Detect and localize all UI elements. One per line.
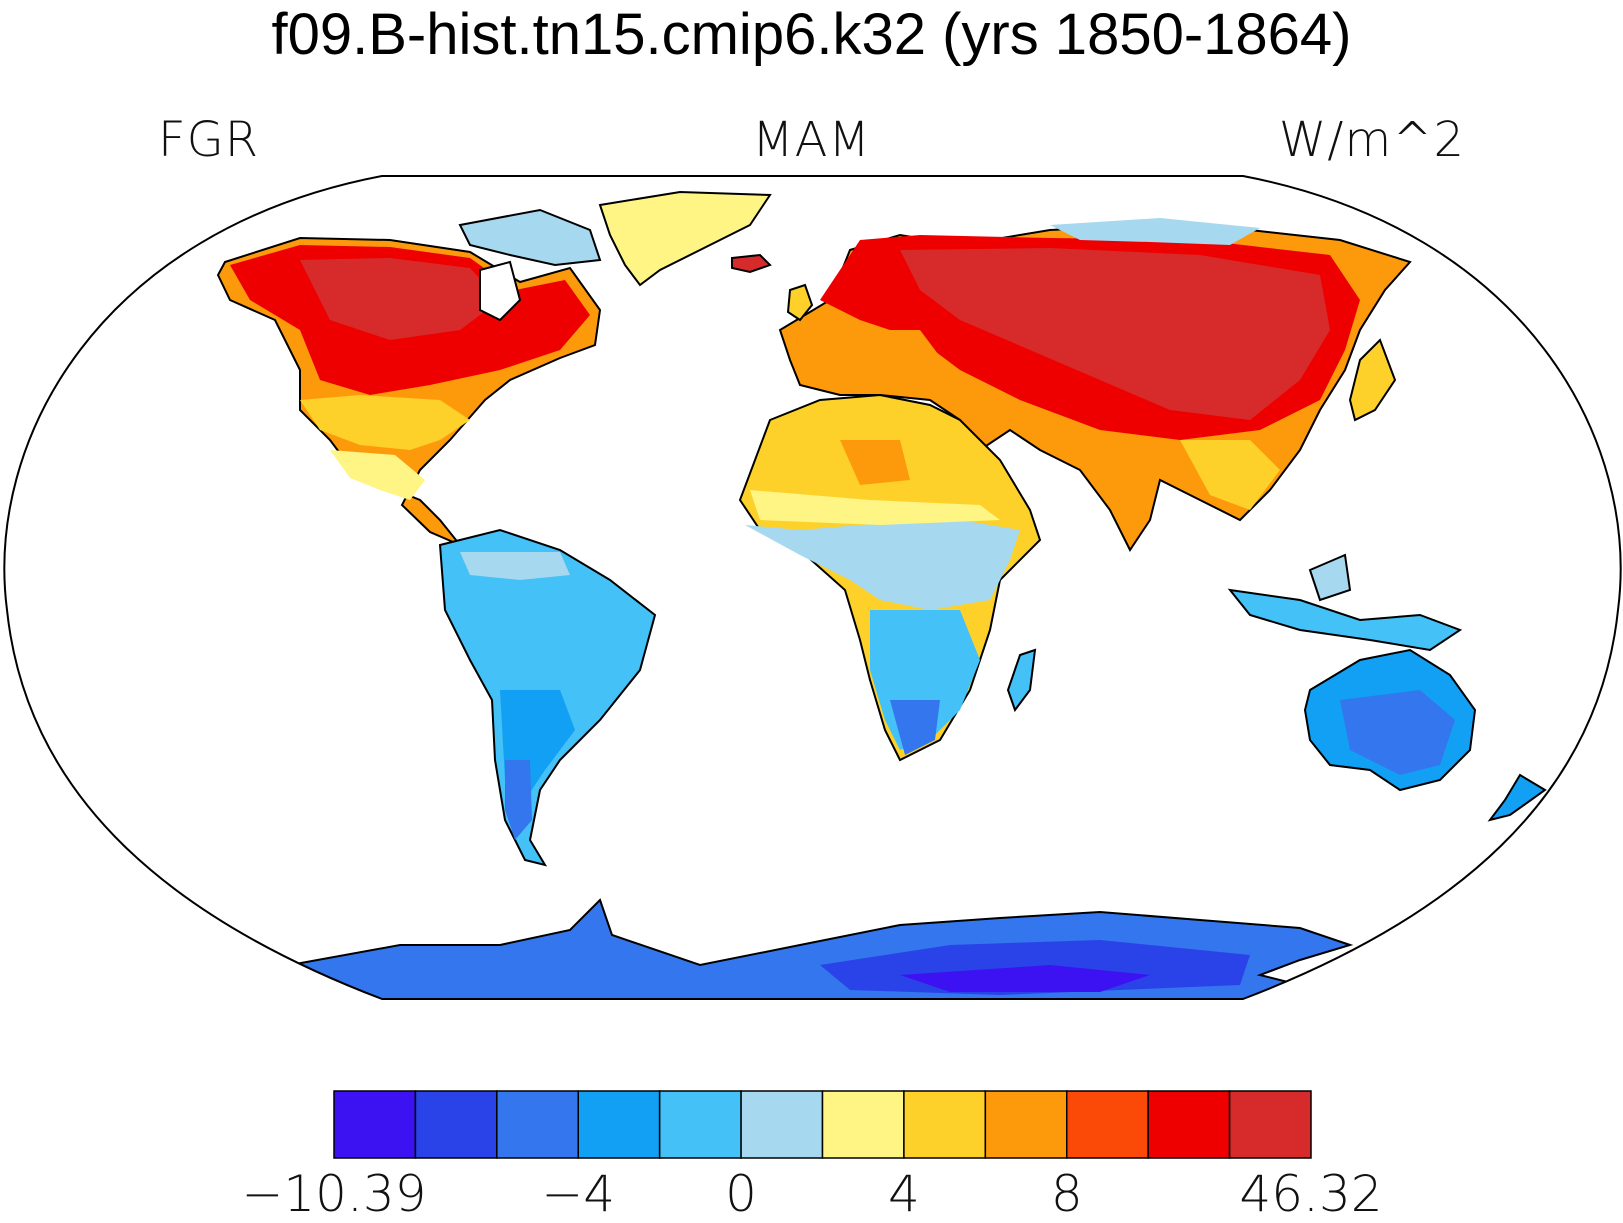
colorbar-swatch	[1066, 1090, 1149, 1159]
colorbar-swatch	[577, 1090, 661, 1159]
antarctica-landmass	[288, 898, 1354, 999]
colorbar-tick-label: 0	[725, 1165, 757, 1223]
colorbar-swatch	[821, 1090, 905, 1159]
units-label: W/m^2	[1278, 112, 1465, 168]
colorbar-swatch	[496, 1090, 580, 1159]
new-zealand-landmass	[1487, 773, 1547, 822]
iceland-landmass	[731, 253, 772, 274]
colorbar-swatch	[1228, 1090, 1312, 1159]
colorbar-tick-label: −10.39	[241, 1165, 427, 1223]
south-america-landmass	[438, 528, 657, 867]
globe-outline	[3, 175, 1622, 1000]
season-label: MAM	[752, 112, 871, 168]
eurasia-landmass	[778, 218, 1412, 552]
colorbar-swatch	[333, 1090, 417, 1159]
colorbar-swatch	[903, 1090, 987, 1159]
colorbar-tick-label: 8	[1050, 1165, 1083, 1223]
colorbar-tick-label: 4	[888, 1165, 920, 1223]
colorbar-swatch	[1147, 1090, 1231, 1159]
colorbar-tick-label: −4	[541, 1165, 616, 1223]
madagascar-landmass	[1006, 648, 1037, 713]
colorbar-swatch	[658, 1090, 742, 1159]
north-america-landmass	[216, 208, 602, 546]
colorbar-tick-label: 46.32	[1239, 1165, 1383, 1223]
australia-landmass	[1303, 648, 1477, 792]
greenland-landmass	[598, 190, 772, 287]
africa-landmass	[738, 393, 1042, 762]
colorbar-swatch	[984, 1090, 1068, 1159]
map-area	[216, 190, 1547, 999]
plot-title: f09.B-hist.tn15.cmip6.k32 (yrs 1850-1864…	[271, 2, 1352, 67]
variable-label: FGR	[158, 112, 260, 168]
japan-landmass	[1348, 338, 1397, 422]
colorbar	[333, 1090, 1312, 1159]
colorbar-swatch	[740, 1090, 824, 1159]
colorbar-swatch	[414, 1090, 498, 1159]
borneo-landmass	[1308, 553, 1352, 602]
uk-landmass	[786, 283, 814, 322]
indonesia-landmass	[1227, 588, 1463, 652]
